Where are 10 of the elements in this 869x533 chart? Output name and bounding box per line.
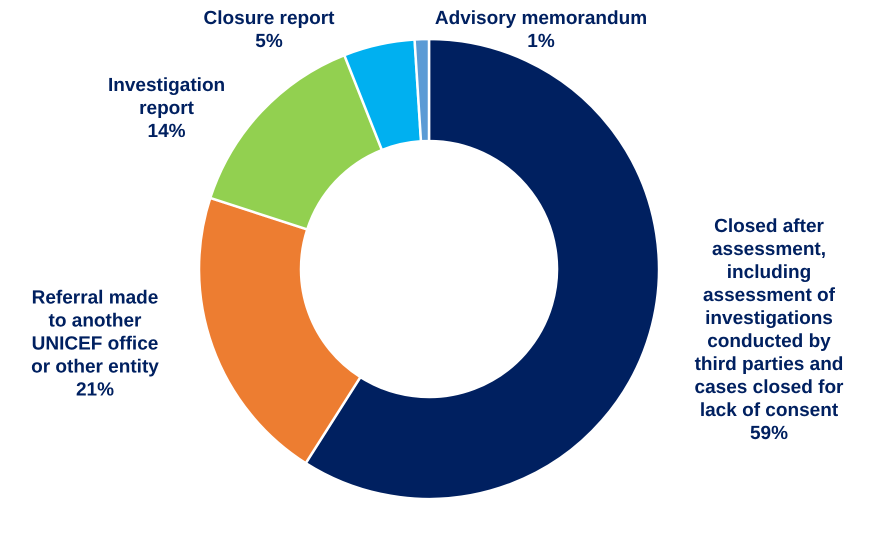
data-label: 5% [255, 31, 283, 52]
slice-label: Investigation report [108, 75, 226, 120]
data-label: 1% [527, 31, 555, 52]
slice-label: Closure report [204, 8, 336, 29]
category-label: Closed after assessment, including assessment of investigations conducted by third parties and cases closed for lack of consent [694, 216, 844, 422]
data-label: 21% [76, 379, 114, 400]
slice-label: Advisory memorandum [434, 8, 648, 29]
data-label: 14% [148, 121, 186, 142]
data-label: 59% [750, 423, 788, 444]
slice-label: Referral made to another UNICEF office or other entity [31, 287, 160, 378]
